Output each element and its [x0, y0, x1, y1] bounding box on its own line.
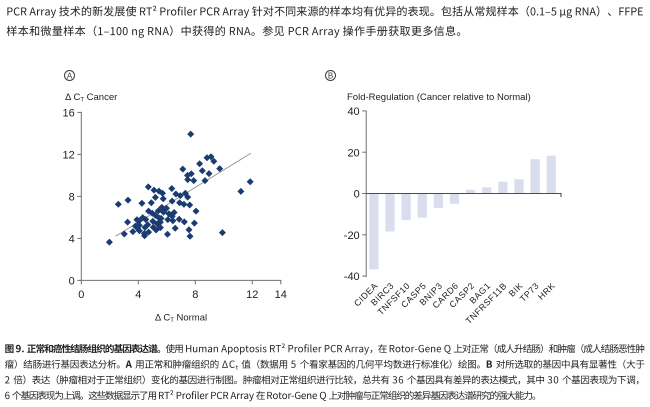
svg-text:12: 12 [63, 150, 75, 162]
svg-text:-20: -20 [344, 230, 360, 242]
svg-text:4: 4 [69, 234, 75, 246]
svg-text:20: 20 [347, 147, 359, 159]
svg-text:0: 0 [354, 189, 360, 201]
svg-text:0: 0 [78, 289, 84, 301]
svg-text:4: 4 [135, 289, 141, 301]
svg-text:12: 12 [246, 289, 258, 301]
svg-text:Δ CT Normal: Δ CT Normal [155, 313, 207, 325]
svg-text:A: A [67, 71, 73, 80]
svg-text:-40: -40 [344, 271, 360, 283]
svg-text:8: 8 [69, 192, 75, 204]
svg-text:0: 0 [69, 276, 75, 288]
svg-text:16: 16 [63, 108, 75, 120]
svg-text:14: 14 [275, 289, 287, 301]
svg-text:40: 40 [347, 106, 359, 118]
svg-text:8: 8 [192, 289, 198, 301]
svg-text:Δ CT Cancer: Δ CT Cancer [65, 92, 117, 104]
svg-text:B: B [328, 71, 333, 80]
svg-text:Fold-Regulation (Cancer relati: Fold-Regulation (Cancer relative to Norm… [347, 92, 531, 103]
